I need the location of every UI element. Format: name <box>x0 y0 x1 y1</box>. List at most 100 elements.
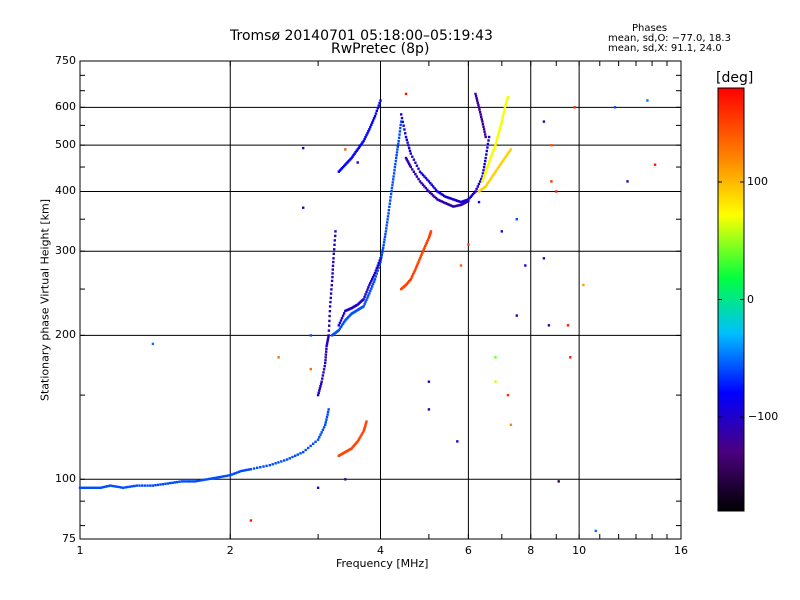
data-point <box>288 457 291 460</box>
data-point <box>214 476 217 480</box>
data-point <box>406 159 409 163</box>
data-point <box>430 192 433 196</box>
data-point <box>329 300 332 304</box>
data-point <box>230 473 234 476</box>
data-point <box>223 475 226 478</box>
data-point <box>375 272 378 275</box>
data-point <box>193 480 197 483</box>
data-point <box>498 164 501 167</box>
data-point <box>377 262 380 265</box>
data-point <box>429 230 433 233</box>
data-point <box>359 144 362 147</box>
data-point <box>390 187 394 190</box>
data-point <box>509 148 513 151</box>
data-point <box>326 413 329 416</box>
data-point <box>407 161 410 164</box>
data-point <box>341 322 345 325</box>
data-point <box>385 227 388 230</box>
data-point <box>449 197 452 200</box>
data-point <box>105 485 109 488</box>
data-point <box>248 468 251 471</box>
data-point <box>459 203 463 207</box>
data-point <box>487 135 491 139</box>
data-point <box>400 120 403 123</box>
data-point <box>421 183 425 186</box>
data-point <box>448 196 451 200</box>
data-point <box>329 296 332 300</box>
data-point <box>408 164 412 167</box>
data-point <box>411 168 414 171</box>
data-point <box>582 283 585 287</box>
data-point <box>325 347 328 351</box>
data-point <box>398 133 401 136</box>
data-point <box>482 176 485 180</box>
data-point <box>421 250 425 253</box>
data-point <box>557 480 560 483</box>
data-point <box>486 181 490 185</box>
data-point <box>377 266 380 269</box>
data-point <box>495 139 498 143</box>
data-point <box>452 205 455 208</box>
data-point <box>326 410 330 414</box>
data-point <box>506 393 510 397</box>
chart-title: Tromsø 20140701 05:18:00–05:19:43 <box>230 28 493 44</box>
data-point <box>169 481 172 485</box>
data-point <box>484 172 487 175</box>
data-point <box>410 276 413 279</box>
y-tick-label: 100 <box>55 472 76 486</box>
data-point <box>82 486 85 489</box>
data-point <box>322 426 326 429</box>
data-point <box>407 144 410 147</box>
data-point <box>331 272 334 275</box>
data-point <box>396 148 399 151</box>
data-point <box>386 221 389 224</box>
data-point <box>330 279 334 283</box>
data-point <box>393 166 397 169</box>
data-point <box>438 192 442 195</box>
data-point <box>501 115 504 119</box>
data-point <box>438 199 442 202</box>
data-point <box>302 206 305 209</box>
data-point <box>387 212 390 215</box>
data-point <box>503 108 506 111</box>
data-point <box>234 472 237 475</box>
data-point <box>496 135 499 139</box>
data-point <box>467 199 470 203</box>
data-point <box>216 476 219 479</box>
data-point <box>362 298 365 301</box>
data-point <box>542 120 546 123</box>
data-point <box>363 137 366 141</box>
data-point <box>371 121 374 124</box>
data-point <box>494 142 498 145</box>
data-point <box>408 149 412 153</box>
data-point <box>400 116 404 120</box>
data-point <box>143 484 147 487</box>
data-point <box>409 278 412 281</box>
data-point <box>468 196 471 200</box>
data-point <box>493 145 497 148</box>
data-point <box>506 97 509 101</box>
data-point <box>265 464 268 468</box>
data-point <box>426 239 429 243</box>
data-point <box>492 148 496 151</box>
data-point <box>387 209 391 212</box>
x-tick-label: 1 <box>76 544 84 557</box>
data-point <box>492 149 495 152</box>
data-point <box>430 183 433 186</box>
data-point <box>178 480 181 483</box>
data-point <box>328 305 332 308</box>
data-point <box>480 177 483 181</box>
data-point <box>166 482 170 485</box>
data-point <box>457 200 460 203</box>
data-point <box>324 356 327 359</box>
data-point <box>381 251 384 254</box>
data-point <box>474 190 477 193</box>
data-point <box>427 408 431 411</box>
data-point <box>404 132 407 135</box>
data-point <box>434 188 438 191</box>
data-point <box>409 152 412 155</box>
data-point <box>482 169 485 172</box>
colorbar-tick-label: 0 <box>747 292 754 306</box>
data-point <box>499 124 502 127</box>
data-point <box>482 125 485 128</box>
